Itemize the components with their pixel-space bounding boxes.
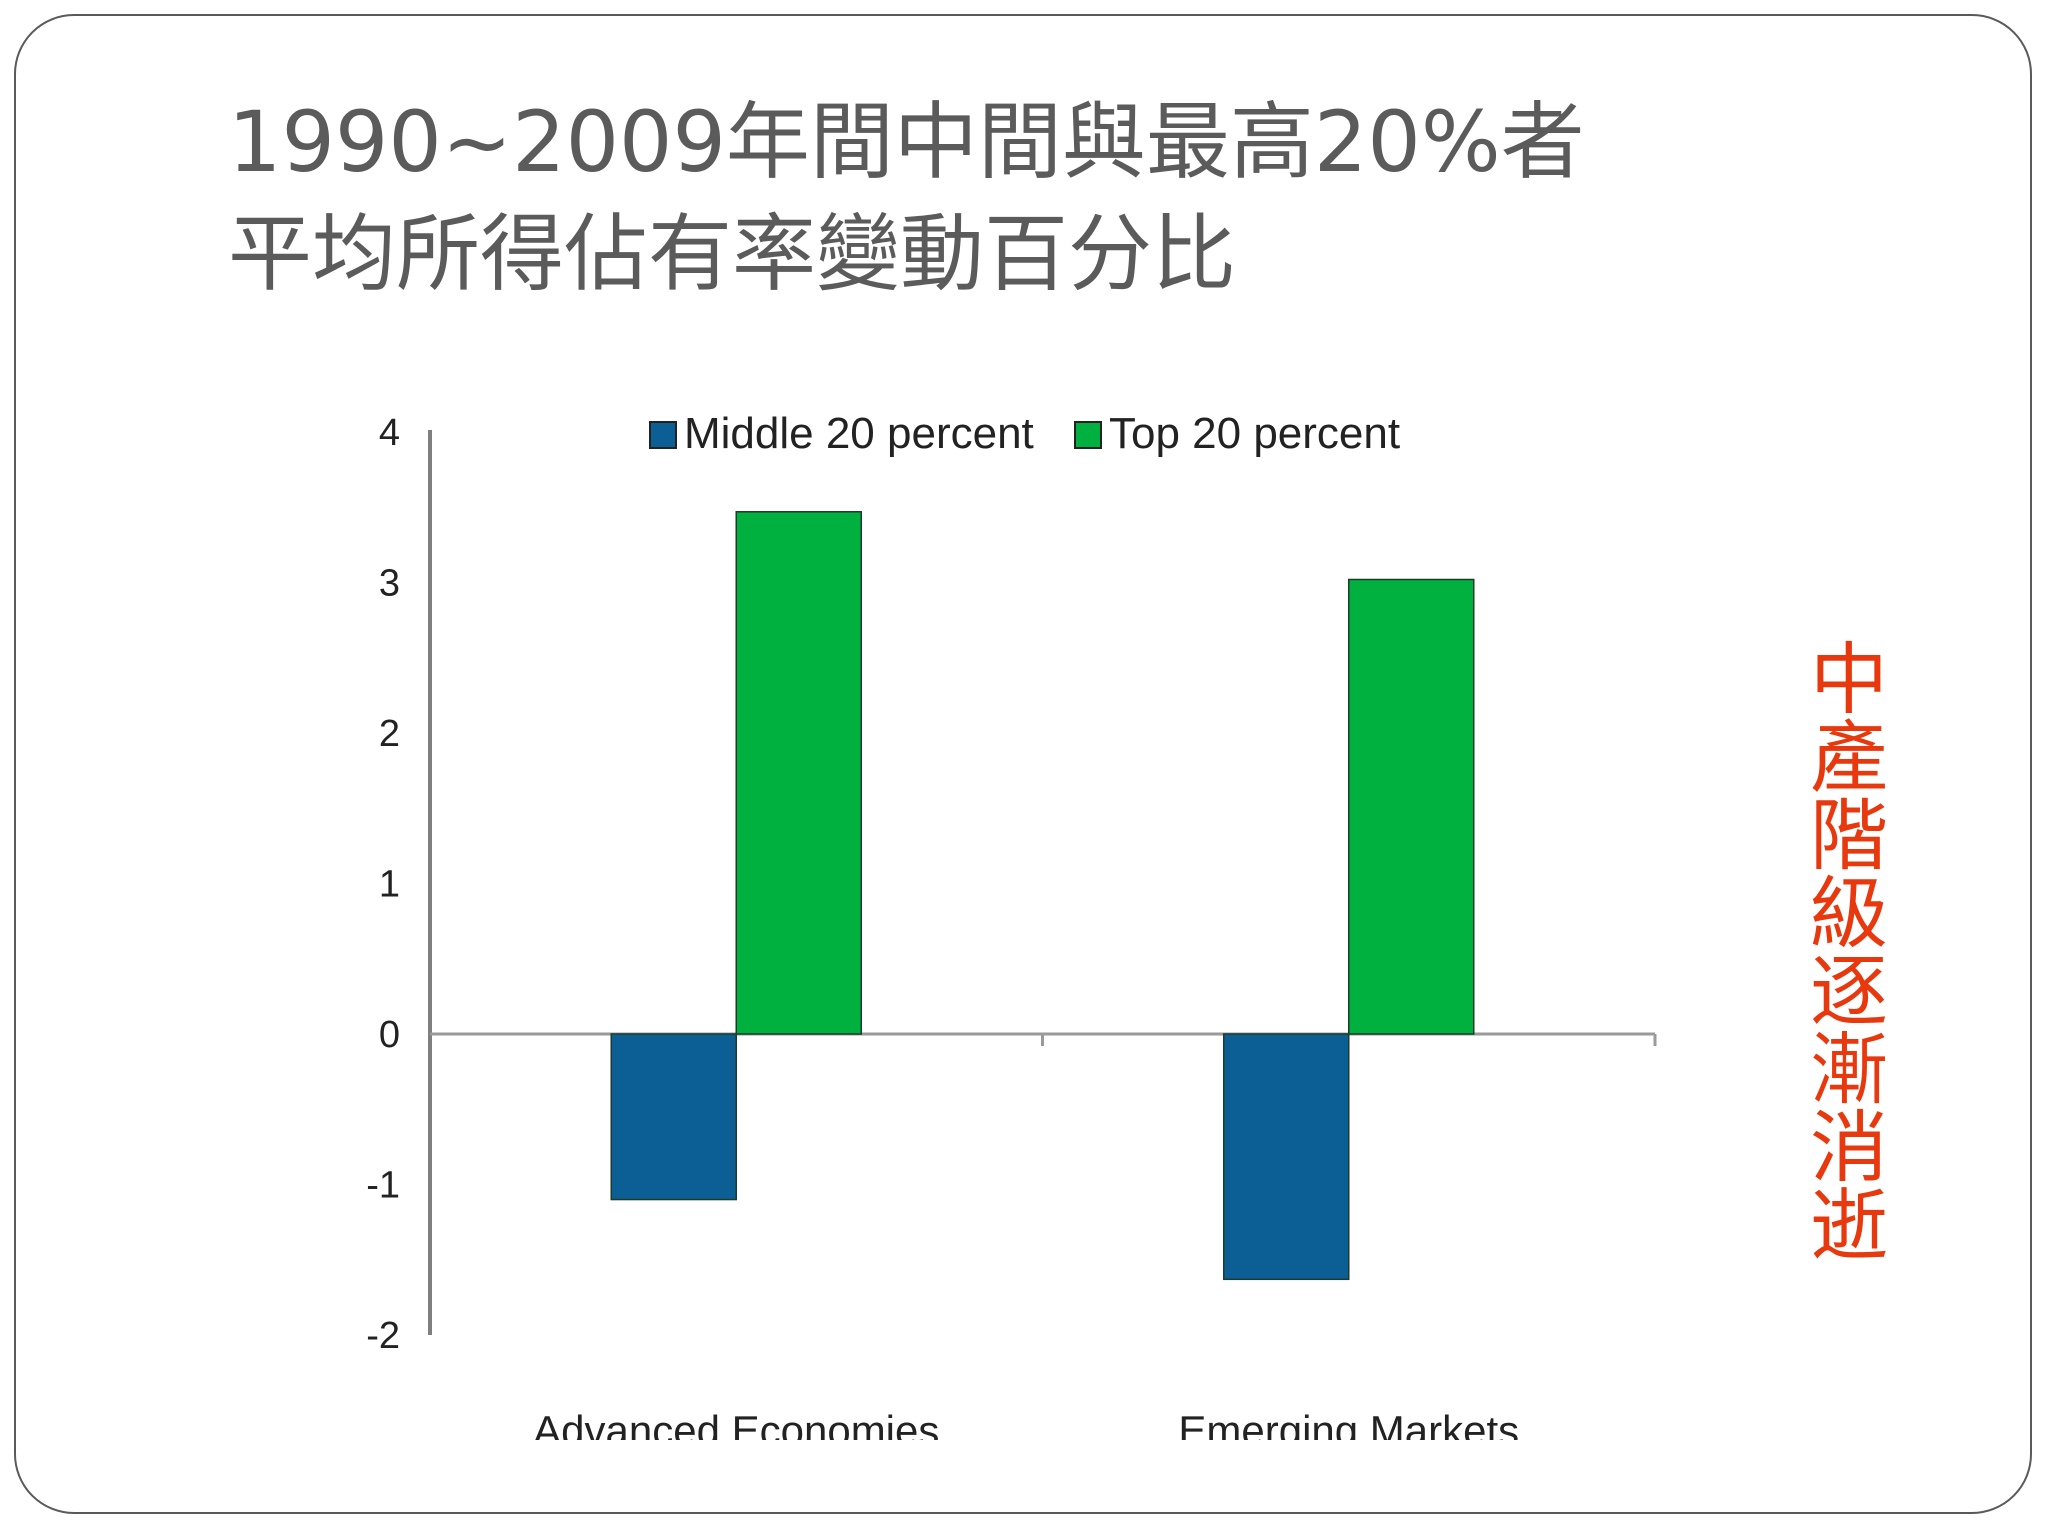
y-tick-label: 0 — [379, 1014, 400, 1056]
y-tick-label: -2 — [366, 1315, 400, 1357]
title-line-1: 1990~2009年間中間與最高20%者 — [228, 93, 1585, 191]
y-tick-label: 3 — [379, 563, 400, 605]
title-line-2: 平均所得佔有率變動百分比 — [228, 205, 1237, 303]
legend-label: Top 20 percent — [1109, 409, 1400, 458]
x-category-label: Emerging Markets — [1178, 1407, 1519, 1440]
legend-swatch — [649, 421, 677, 449]
bar-middle-20-percent-0 — [610, 1033, 737, 1201]
y-tick-label: 1 — [379, 864, 400, 906]
y-tick-label: 2 — [379, 713, 400, 755]
y-tick-label: 4 — [379, 412, 400, 454]
bar-middle-20-percent-1 — [1223, 1033, 1350, 1281]
legend-swatch — [1074, 421, 1102, 449]
legend-label: Middle 20 percent — [684, 409, 1034, 458]
bar-top-20-percent-0 — [735, 511, 862, 1035]
x-category-label: Advanced Economies — [533, 1407, 939, 1440]
bar-chart: 4 3 2 1 0 -1 -2 Advanced Economies Emerging Mark… — [366, 409, 1657, 1440]
side-note: 中產階級逐漸消逝 — [1797, 638, 1887, 1262]
y-tick-label: -1 — [366, 1165, 400, 1207]
slide-title: 1990~2009年間中間與最高20%者 平均所得佔有率變動百分比 — [228, 86, 1728, 310]
slide-frame — [14, 14, 2032, 1514]
bar-top-20-percent-1 — [1348, 578, 1475, 1035]
